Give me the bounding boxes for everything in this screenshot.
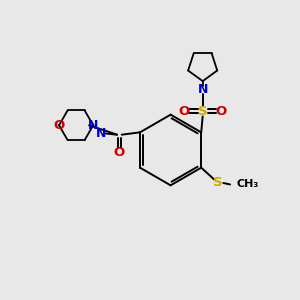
Text: O: O — [215, 105, 226, 118]
Text: S: S — [214, 176, 223, 190]
Text: O: O — [179, 105, 190, 118]
Text: CH₃: CH₃ — [236, 179, 259, 190]
Text: N: N — [96, 127, 106, 140]
Text: O: O — [114, 146, 125, 159]
Text: N: N — [197, 83, 208, 96]
Text: S: S — [198, 105, 208, 118]
Text: O: O — [53, 119, 65, 132]
Text: N: N — [88, 119, 98, 132]
